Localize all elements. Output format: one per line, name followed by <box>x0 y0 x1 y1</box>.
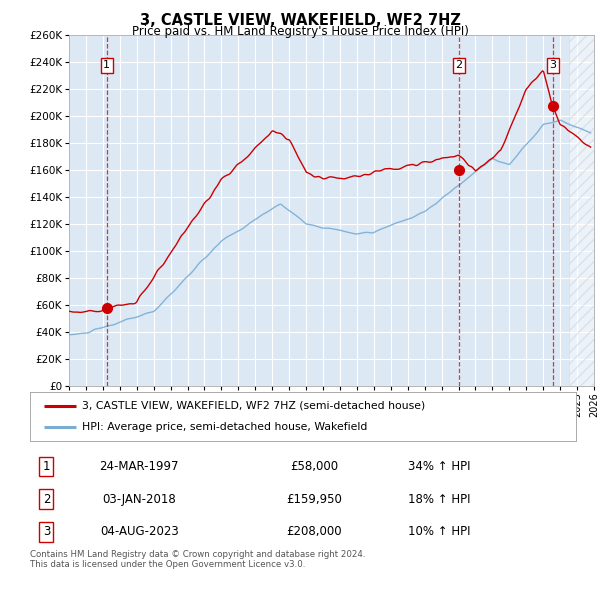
Text: 03-JAN-2018: 03-JAN-2018 <box>103 493 176 506</box>
Text: 3: 3 <box>550 60 557 70</box>
Bar <box>569 35 594 386</box>
Text: 10% ↑ HPI: 10% ↑ HPI <box>408 525 471 538</box>
Text: 3: 3 <box>43 525 50 538</box>
Text: 24-MAR-1997: 24-MAR-1997 <box>100 460 179 473</box>
Text: 2: 2 <box>455 60 462 70</box>
Text: 04-AUG-2023: 04-AUG-2023 <box>100 525 179 538</box>
Text: Contains HM Land Registry data © Crown copyright and database right 2024.
This d: Contains HM Land Registry data © Crown c… <box>30 550 365 569</box>
Text: 3, CASTLE VIEW, WAKEFIELD, WF2 7HZ (semi-detached house): 3, CASTLE VIEW, WAKEFIELD, WF2 7HZ (semi… <box>82 401 425 411</box>
Text: 34% ↑ HPI: 34% ↑ HPI <box>408 460 471 473</box>
Text: 3, CASTLE VIEW, WAKEFIELD, WF2 7HZ: 3, CASTLE VIEW, WAKEFIELD, WF2 7HZ <box>140 13 460 28</box>
Text: £58,000: £58,000 <box>290 460 338 473</box>
Text: 1: 1 <box>103 60 110 70</box>
Text: £208,000: £208,000 <box>286 525 342 538</box>
Text: 18% ↑ HPI: 18% ↑ HPI <box>408 493 471 506</box>
Text: 1: 1 <box>43 460 50 473</box>
Text: HPI: Average price, semi-detached house, Wakefield: HPI: Average price, semi-detached house,… <box>82 422 367 432</box>
Text: 2: 2 <box>43 493 50 506</box>
Text: Price paid vs. HM Land Registry's House Price Index (HPI): Price paid vs. HM Land Registry's House … <box>131 25 469 38</box>
Text: £159,950: £159,950 <box>286 493 342 506</box>
